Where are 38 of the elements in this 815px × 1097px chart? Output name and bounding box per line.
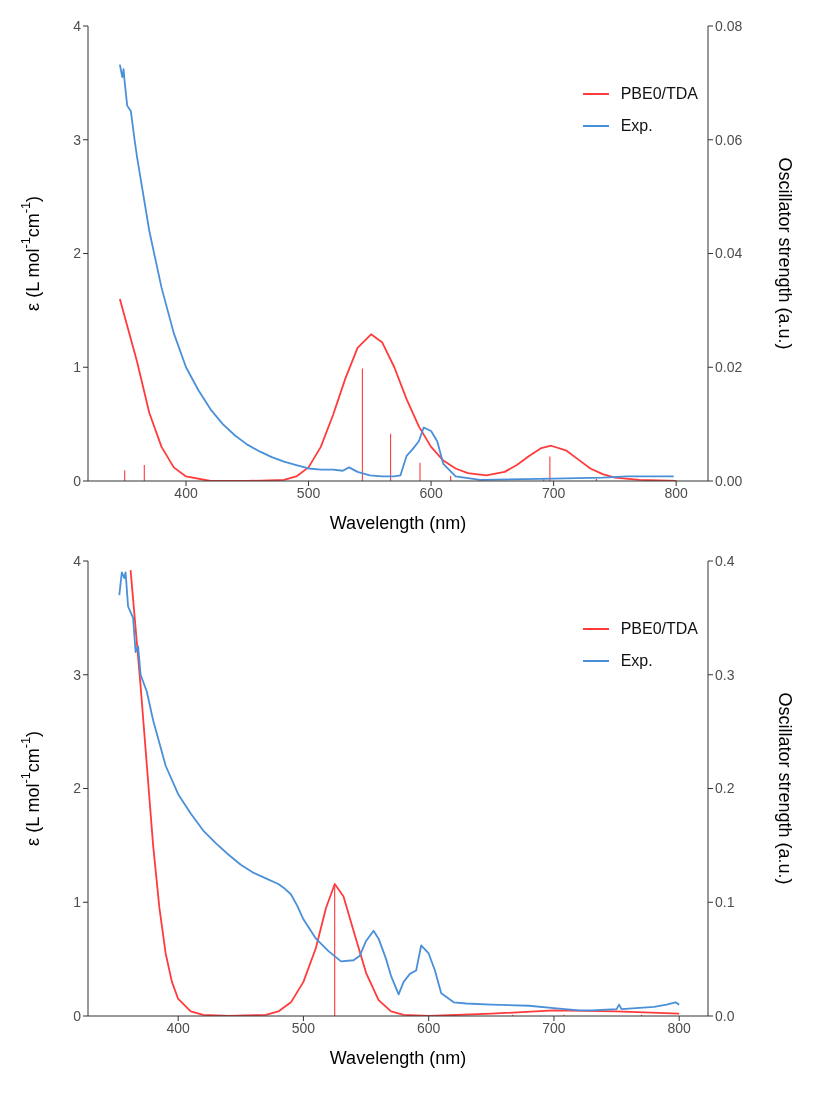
y2-tick-label: 0.04 — [715, 245, 743, 262]
x-axis-title: Wavelength (nm) — [329, 513, 467, 533]
y-tick-label: 2 — [73, 245, 82, 262]
y-tick-label: 2 — [73, 780, 82, 797]
y-tick-label: 4 — [73, 552, 82, 569]
y-tick-label: 1 — [73, 359, 82, 376]
x-tick-label: 400 — [166, 1019, 191, 1036]
y2-tick-label: 0.06 — [715, 131, 743, 148]
y2-tick-label: 0.4 — [715, 552, 735, 569]
x-tick-label: 800 — [664, 484, 689, 501]
y2-tick-label: 0.08 — [715, 17, 743, 34]
y2-tick-label: 0.1 — [715, 894, 735, 911]
x-tick-label: 500 — [291, 1019, 316, 1036]
legend-label: Exp. — [620, 652, 653, 670]
y2-tick-label: 0.3 — [715, 666, 735, 683]
y-tick-label: 3 — [73, 131, 82, 148]
x-axis-title: Wavelength (nm) — [329, 1048, 467, 1068]
y2-axis-title: Oscillator strength (a.u.) — [775, 692, 796, 885]
x-tick-label: 600 — [417, 1019, 441, 1036]
x-tick-label: 500 — [296, 484, 321, 501]
y-tick-label: 3 — [73, 666, 82, 683]
x-tick-label: 700 — [541, 484, 566, 501]
legend-label: PBE0/TDA — [620, 620, 698, 638]
y2-tick-label: 0.02 — [715, 359, 743, 376]
x-tick-label: 700 — [542, 1019, 566, 1036]
y-tick-label: 1 — [73, 894, 82, 911]
legend-label: Exp. — [620, 117, 653, 135]
y2-tick-label: 0.00 — [715, 472, 743, 489]
y-tick-label: 0 — [73, 472, 82, 489]
y2-tick-label: 0.2 — [715, 780, 735, 797]
y2-tick-label: 0.0 — [715, 1007, 735, 1024]
y2-axis-title: Oscillator strength (a.u.) — [775, 157, 796, 350]
x-tick-label: 800 — [667, 1019, 692, 1036]
y-tick-label: 4 — [73, 17, 82, 34]
x-tick-label: 600 — [419, 484, 443, 501]
legend-label: PBE0/TDA — [620, 85, 698, 103]
x-tick-label: 400 — [174, 484, 198, 501]
y-tick-label: 0 — [73, 1007, 82, 1024]
